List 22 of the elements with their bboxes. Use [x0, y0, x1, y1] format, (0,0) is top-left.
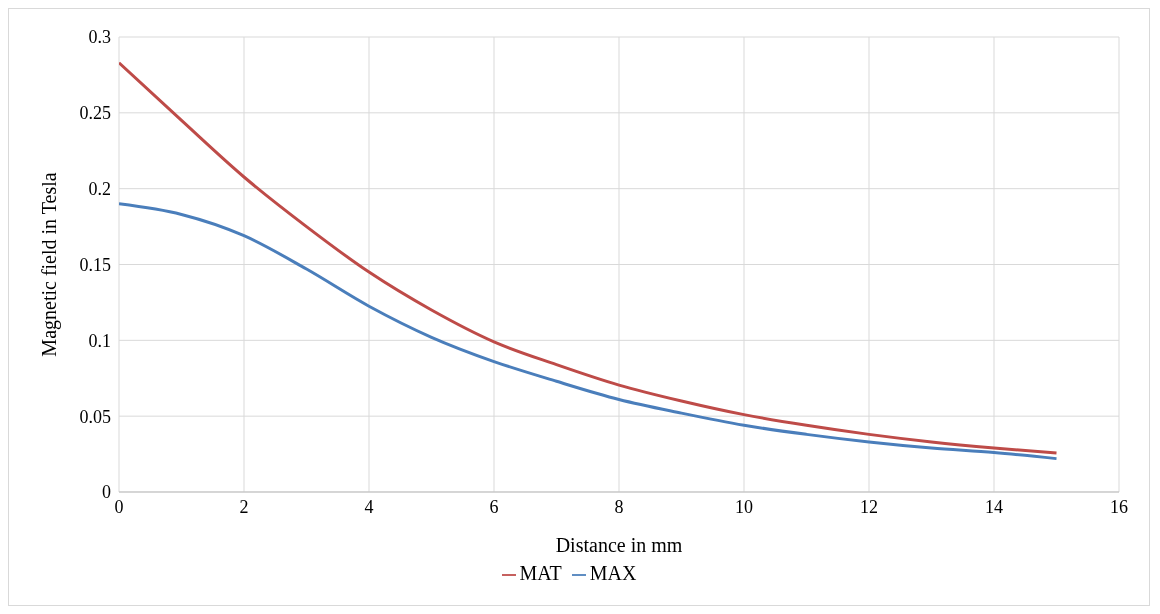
line-series — [119, 61, 1058, 455]
x-tick-label: 8 — [614, 496, 624, 517]
line-series — [119, 202, 1058, 461]
y-tick-label: 0 — [102, 482, 111, 503]
y-tick-label: 0.3 — [88, 27, 111, 48]
x-tick-label: 2 — [239, 496, 249, 517]
y-axis-title: Magnetic field in Tesla — [38, 172, 62, 357]
legend-label: MAX — [589, 562, 637, 584]
y-tick-label: 0.1 — [88, 330, 111, 351]
y-tick-label: 0.05 — [79, 406, 111, 427]
x-tick-label: 16 — [1110, 496, 1128, 517]
x-tick-label: 14 — [985, 496, 1003, 517]
legend-label: MAT — [519, 562, 562, 584]
x-tick-label: 10 — [735, 496, 753, 517]
x-axis-title: Distance in mm — [555, 534, 683, 556]
y-tick-label: 0.2 — [88, 179, 111, 200]
y-tick-label: 0.15 — [79, 254, 111, 275]
x-tick-label: 12 — [860, 496, 878, 517]
y-tick-label: 0.25 — [79, 103, 111, 124]
x-tick-label: 6 — [489, 496, 499, 517]
x-tick-label: 0 — [114, 496, 124, 517]
x-tick-label: 4 — [364, 496, 374, 517]
